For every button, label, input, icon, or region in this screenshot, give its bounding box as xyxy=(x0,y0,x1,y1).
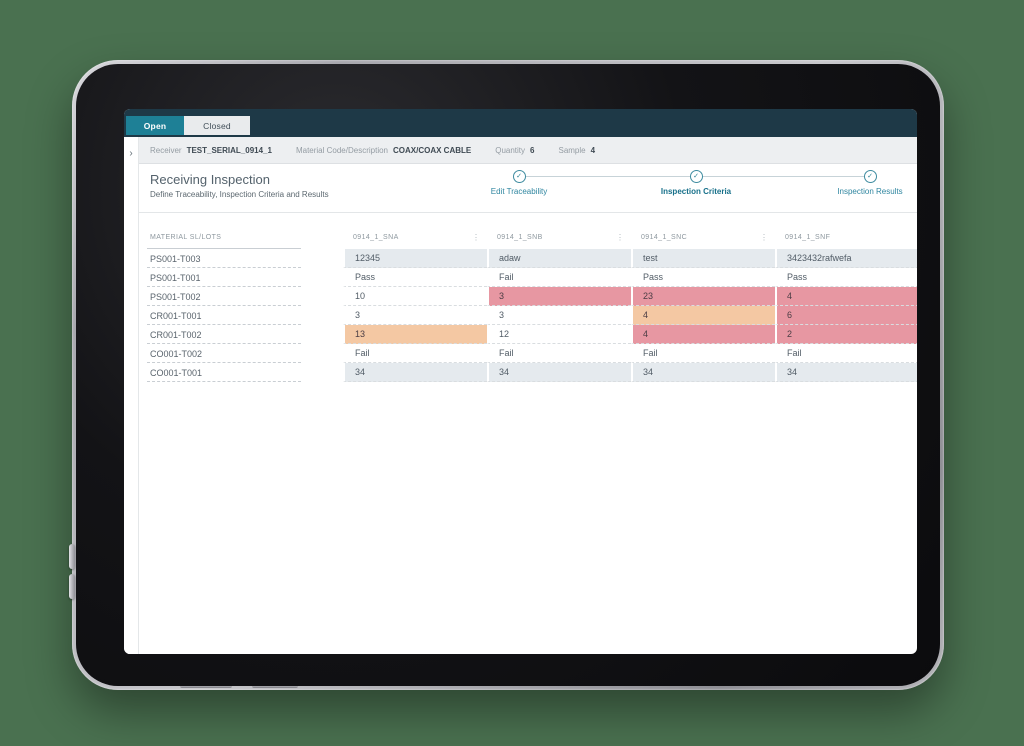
context-bar: Receiver TEST_SERIAL_0914_1 Material Cod… xyxy=(139,137,917,164)
column-header-label: 0914_1_SNB xyxy=(497,234,543,241)
criteria-value-cell[interactable]: 4 xyxy=(631,306,775,325)
criteria-value-cell[interactable]: test xyxy=(631,249,775,268)
criteria-value-cell[interactable]: 3 xyxy=(487,287,631,306)
material-lot-cell: PS001-T003 xyxy=(139,249,343,268)
page-title: Receiving Inspection xyxy=(150,172,270,187)
criteria-value-cell[interactable]: 3 xyxy=(487,306,631,325)
material-lots-column-header: MATERIAL SL/LOTS xyxy=(139,226,343,249)
chevron-right-icon[interactable]: › xyxy=(129,148,133,159)
criteria-value-cell[interactable]: 3423432rafwefa xyxy=(775,249,917,268)
criteria-value-cell[interactable]: 4 xyxy=(631,325,775,344)
check-circle-icon: ✓ xyxy=(863,170,877,183)
criteria-value-cell[interactable]: 13 xyxy=(343,325,487,344)
criteria-value-cell[interactable]: Fail xyxy=(775,344,917,363)
serial-column-header: 0914_1_SNB ⋮ xyxy=(487,226,631,249)
criteria-value-cell[interactable]: Pass xyxy=(775,268,917,287)
material-lot-cell: CR001-T002 xyxy=(139,325,343,344)
table-row: PS001-T002 10 3 23 4 xyxy=(139,287,917,306)
column-header-label: 0914_1_SNA xyxy=(353,234,399,241)
collapsed-sidebar: › xyxy=(124,137,139,654)
table-row: PS001-T003 12345 adaw test 3423432rafwef… xyxy=(139,249,917,268)
tab-open[interactable]: Open xyxy=(126,116,184,135)
criteria-value-cell[interactable]: Fail xyxy=(487,344,631,363)
criteria-value-cell[interactable]: Fail xyxy=(343,344,487,363)
column-menu-icon[interactable]: ⋮ xyxy=(760,232,768,242)
context-item-material: Material Code/Description COAX/COAX CABL… xyxy=(296,146,471,155)
tablet-device-frame: Open Closed › Receiver TEST_SERIAL_0914_… xyxy=(69,60,944,690)
table-row: CR001-T001 3 3 4 6 xyxy=(139,306,917,325)
serial-column-header: 0914_1_SNA ⋮ xyxy=(343,226,487,249)
criteria-value-cell[interactable]: 12345 xyxy=(343,249,487,268)
material-value: COAX/COAX CABLE xyxy=(393,145,472,155)
context-item-quantity: Quantity 6 xyxy=(495,146,534,155)
serial-column-header: 0914_1_SNC ⋮ xyxy=(631,226,775,249)
quantity-label: Quantity xyxy=(495,145,526,155)
top-nav-bar: Open Closed xyxy=(124,109,917,137)
table-body: PS001-T003 12345 adaw test 3423432rafwef… xyxy=(139,249,917,382)
receiver-label: Receiver xyxy=(150,145,182,155)
check-circle-icon: ✓ xyxy=(689,170,703,183)
step-edit-traceability[interactable]: ✓ Edit Traceability xyxy=(464,170,574,196)
criteria-value-cell[interactable]: 23 xyxy=(631,287,775,306)
criteria-value-cell[interactable]: 4 xyxy=(775,287,917,306)
inspection-criteria-table: MATERIAL SL/LOTS 0914_1_SNA ⋮ 0914_1_SNB… xyxy=(139,226,917,382)
speaker-slot xyxy=(180,684,232,688)
column-header-label: 0914_1_SNC xyxy=(641,234,688,241)
criteria-value-cell[interactable]: 2 xyxy=(775,325,917,344)
step-label: Edit Traceability xyxy=(490,187,548,196)
step-label: Inspection Results xyxy=(837,187,903,196)
criteria-value-cell[interactable]: 12 xyxy=(487,325,631,344)
material-lot-cell: PS001-T001 xyxy=(139,268,343,287)
context-item-sample: Sample 4 xyxy=(558,146,595,155)
table-row: CO001-T002 Fail Fail Fail Fail xyxy=(139,344,917,363)
step-label: Inspection Criteria xyxy=(660,187,732,196)
tablet-bezel: Open Closed › Receiver TEST_SERIAL_0914_… xyxy=(76,64,940,686)
material-lot-cell: CO001-T001 xyxy=(139,363,343,382)
column-menu-icon[interactable]: ⋮ xyxy=(616,232,624,242)
sample-label: Sample xyxy=(558,145,586,155)
criteria-value-cell[interactable]: 6 xyxy=(775,306,917,325)
criteria-value-cell[interactable]: Pass xyxy=(631,268,775,287)
sample-value: 4 xyxy=(590,145,596,155)
table-row: CR001-T002 13 12 4 2 xyxy=(139,325,917,344)
criteria-value-cell[interactable]: 34 xyxy=(631,363,775,382)
material-label: Material Code/Description xyxy=(295,145,388,155)
volume-down-button xyxy=(69,574,75,599)
context-item-receiver: Receiver TEST_SERIAL_0914_1 xyxy=(150,146,272,155)
column-menu-icon[interactable]: ⋮ xyxy=(472,232,480,242)
step-inspection-criteria[interactable]: ✓ Inspection Criteria xyxy=(641,170,751,196)
criteria-value-cell[interactable]: adaw xyxy=(487,249,631,268)
page-header: Receiving Inspection Define Traceability… xyxy=(139,164,917,213)
step-inspection-results[interactable]: ✓ Inspection Results xyxy=(815,170,917,196)
page-subtitle: Define Traceability, Inspection Criteria… xyxy=(150,190,329,199)
criteria-value-cell[interactable]: 34 xyxy=(775,363,917,382)
table-header-row: MATERIAL SL/LOTS 0914_1_SNA ⋮ 0914_1_SNB… xyxy=(139,226,917,249)
receiver-value: TEST_SERIAL_0914_1 xyxy=(186,145,272,155)
quantity-value: 6 xyxy=(530,145,535,155)
serial-column-header: 0914_1_SNF xyxy=(775,226,917,249)
check-circle-icon: ✓ xyxy=(512,170,526,183)
criteria-value-cell[interactable]: 3 xyxy=(343,306,487,325)
volume-up-button xyxy=(69,544,75,569)
speaker-slot xyxy=(252,684,298,688)
material-lot-cell: PS001-T002 xyxy=(139,287,343,306)
criteria-value-cell[interactable]: Fail xyxy=(487,268,631,287)
column-header-label: 0914_1_SNF xyxy=(785,234,831,241)
criteria-value-cell[interactable]: 34 xyxy=(487,363,631,382)
criteria-value-cell[interactable]: Pass xyxy=(343,268,487,287)
criteria-value-cell[interactable]: 34 xyxy=(343,363,487,382)
criteria-value-cell[interactable]: Fail xyxy=(631,344,775,363)
table-row: CO001-T001 34 34 34 34 xyxy=(139,363,917,382)
material-lot-cell: CR001-T001 xyxy=(139,306,343,325)
table-row: PS001-T001 Pass Fail Pass Pass xyxy=(139,268,917,287)
material-lot-cell: CO001-T002 xyxy=(139,344,343,363)
app-screen: Open Closed › Receiver TEST_SERIAL_0914_… xyxy=(124,109,917,654)
tab-closed[interactable]: Closed xyxy=(184,116,250,135)
criteria-value-cell[interactable]: 10 xyxy=(343,287,487,306)
